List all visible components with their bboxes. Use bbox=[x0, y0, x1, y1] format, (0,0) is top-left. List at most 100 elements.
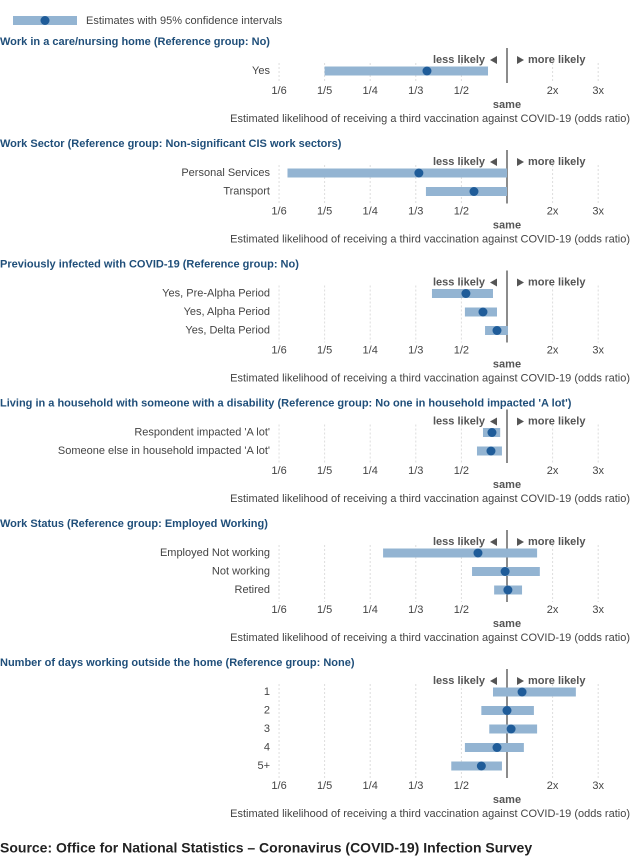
arrow-right bbox=[517, 278, 524, 287]
estimate-point bbox=[422, 66, 432, 76]
estimate-point bbox=[476, 761, 486, 771]
reference-label: same bbox=[493, 618, 521, 630]
legend-dot bbox=[40, 16, 50, 25]
ci-bar bbox=[287, 168, 507, 178]
estimate-point bbox=[473, 548, 483, 558]
more-likely: more likely bbox=[528, 675, 586, 687]
x-tick-label: 1/5 bbox=[317, 465, 332, 477]
panel-title: Work in a care/nursing home (Reference g… bbox=[0, 36, 270, 48]
x-tick-label: 1/5 bbox=[317, 344, 332, 356]
category-label: Not working bbox=[212, 565, 270, 577]
arrow-left bbox=[490, 278, 497, 287]
more-likely: more likely bbox=[528, 276, 586, 288]
estimate-point bbox=[492, 326, 502, 335]
arrow-right bbox=[517, 417, 524, 426]
x-tick-label: 2x bbox=[547, 85, 559, 97]
category-label: Yes, Pre-Alpha Period bbox=[162, 287, 270, 299]
x-tick-label: 1/3 bbox=[408, 604, 423, 616]
x-tick-label: 1/2 bbox=[454, 604, 469, 616]
panel-title: Number of days working outside the home … bbox=[0, 657, 355, 669]
category-label: Yes, Delta Period bbox=[185, 324, 270, 336]
x-axis-label: Estimated likelihood of receiving a thir… bbox=[230, 113, 630, 125]
arrow-right bbox=[517, 538, 524, 546]
more-likely: more likely bbox=[528, 415, 586, 427]
x-tick-label: 1/3 bbox=[408, 85, 423, 97]
x-tick-label: 2x bbox=[547, 344, 559, 356]
x-tick-label: 2x bbox=[547, 780, 559, 792]
x-tick-label: 2x bbox=[547, 604, 559, 616]
x-tick-label: 1/4 bbox=[363, 465, 378, 477]
x-tick-label: 1/6 bbox=[271, 465, 286, 477]
x-tick-label: 1/3 bbox=[408, 465, 423, 477]
x-axis-label: Estimated likelihood of receiving a thir… bbox=[230, 632, 630, 644]
panel-title: Work Sector (Reference group: Non-signif… bbox=[0, 138, 342, 150]
x-axis-label: Estimated likelihood of receiving a thir… bbox=[230, 372, 630, 384]
ci-bar bbox=[324, 66, 489, 76]
category-label: Respondent impacted 'A lot' bbox=[134, 426, 270, 438]
less-likely: less likely bbox=[433, 536, 486, 548]
less-likely: less likely bbox=[433, 675, 486, 687]
panel-title: Work Status (Reference group: Employed W… bbox=[0, 518, 268, 530]
estimate-point bbox=[492, 743, 502, 752]
x-tick-label: 1/4 bbox=[363, 205, 378, 217]
x-tick-label: 1/4 bbox=[363, 604, 378, 616]
reference-label: same bbox=[493, 358, 521, 370]
ci-bar bbox=[492, 687, 576, 697]
arrow-right bbox=[517, 158, 524, 166]
ci-bar bbox=[383, 548, 538, 558]
category-label: Yes bbox=[252, 65, 270, 77]
x-tick-label: 3x bbox=[592, 604, 604, 616]
x-tick-label: 1/4 bbox=[363, 344, 378, 356]
arrow-right bbox=[517, 56, 524, 64]
arrow-left bbox=[490, 158, 497, 166]
ci-bar bbox=[451, 761, 502, 771]
x-tick-label: 3x bbox=[592, 465, 604, 477]
category-label: 5+ bbox=[257, 760, 270, 772]
panel-title: Previously infected with COVID-19 (Refer… bbox=[0, 258, 299, 270]
estimate-point bbox=[517, 687, 527, 697]
x-tick-label: 1/6 bbox=[271, 604, 286, 616]
x-tick-label: 1/4 bbox=[363, 780, 378, 792]
x-tick-label: 1/5 bbox=[317, 780, 332, 792]
x-tick-label: 1/5 bbox=[317, 85, 332, 97]
reference-label: same bbox=[493, 794, 521, 806]
source: Source: Office for National Statistics –… bbox=[0, 840, 532, 856]
more-likely: more likely bbox=[528, 536, 586, 548]
x-tick-label: 1/2 bbox=[454, 780, 469, 792]
x-tick-label: 1/3 bbox=[408, 205, 423, 217]
category-label: Yes, Alpha Period bbox=[184, 306, 270, 318]
x-tick-label: 3x bbox=[592, 85, 604, 97]
x-tick-label: 3x bbox=[592, 780, 604, 792]
x-axis-label: Estimated likelihood of receiving a thir… bbox=[230, 808, 630, 820]
x-tick-label: 1/6 bbox=[271, 205, 286, 217]
x-tick-label: 1/2 bbox=[454, 465, 469, 477]
x-tick-label: 1/3 bbox=[408, 344, 423, 356]
x-tick-label: 1/3 bbox=[408, 780, 423, 792]
less-likely: less likely bbox=[433, 156, 486, 168]
less-likely: less likely bbox=[433, 415, 486, 427]
x-tick-label: 1/6 bbox=[271, 85, 286, 97]
panel-title: Living in a household with someone with … bbox=[0, 397, 572, 409]
arrow-left bbox=[490, 56, 497, 64]
estimate-point bbox=[500, 567, 510, 576]
x-tick-label: 1/4 bbox=[363, 85, 378, 97]
category-label: Employed Not working bbox=[160, 547, 270, 559]
x-tick-label: 2x bbox=[547, 205, 559, 217]
x-tick-label: 1/2 bbox=[454, 205, 469, 217]
estimate-point bbox=[506, 724, 516, 734]
less-likely: less likely bbox=[433, 54, 486, 66]
more-likely: more likely bbox=[528, 156, 586, 168]
x-tick-label: 3x bbox=[592, 205, 604, 217]
x-axis-label: Estimated likelihood of receiving a thir… bbox=[230, 493, 630, 505]
category-label: Someone else in household impacted 'A lo… bbox=[58, 445, 270, 457]
estimate-point bbox=[503, 585, 513, 595]
estimate-point bbox=[414, 168, 424, 178]
estimate-point bbox=[478, 307, 488, 317]
estimate-point bbox=[461, 289, 471, 298]
category-label: 3 bbox=[264, 723, 270, 735]
x-tick-label: 1/5 bbox=[317, 205, 332, 217]
category-label: 1 bbox=[264, 686, 270, 698]
x-tick-label: 3x bbox=[592, 344, 604, 356]
x-tick-label: 1/6 bbox=[271, 780, 286, 792]
